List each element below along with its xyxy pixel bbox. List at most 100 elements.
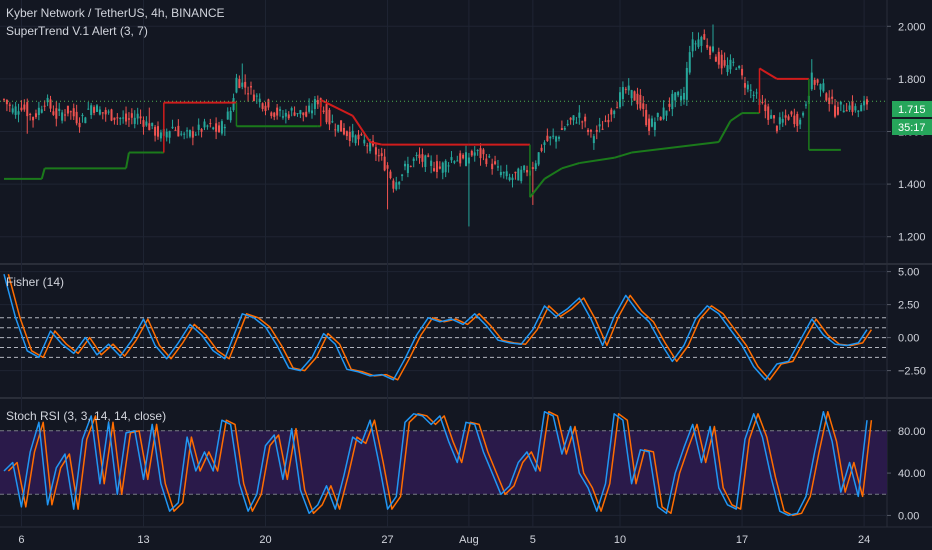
candle-body bbox=[119, 117, 122, 119]
candle-body bbox=[790, 111, 793, 115]
candle-body bbox=[799, 119, 802, 125]
candle-body bbox=[383, 156, 386, 171]
price-pane[interactable] bbox=[0, 24, 887, 227]
candle-body bbox=[395, 182, 398, 190]
candle-body bbox=[340, 120, 343, 132]
candle-body bbox=[424, 155, 427, 167]
candle-body bbox=[290, 108, 293, 111]
stoch-axis-label: 80.00 bbox=[898, 426, 926, 438]
supertrend-segment bbox=[529, 178, 546, 198]
candle-body bbox=[151, 122, 154, 127]
candle-body bbox=[264, 105, 267, 112]
candle-body bbox=[293, 112, 296, 116]
candle-body bbox=[453, 161, 456, 163]
candle-body bbox=[563, 127, 566, 130]
candle-body bbox=[366, 145, 369, 147]
candle-body bbox=[55, 108, 58, 119]
candle-body bbox=[575, 122, 578, 124]
candle-body bbox=[845, 110, 848, 112]
candle-body bbox=[116, 117, 119, 119]
candle-body bbox=[531, 167, 534, 170]
candle-body bbox=[46, 97, 49, 103]
candle-body bbox=[752, 94, 755, 96]
candle-body bbox=[819, 83, 822, 90]
candle-body bbox=[177, 125, 180, 137]
candle-body bbox=[130, 113, 133, 118]
candle-body bbox=[802, 112, 805, 116]
fisher-trigger-line bbox=[7, 274, 873, 381]
time-axis[interactable]: 6 13 20 27 Aug 5 10 17 24 bbox=[18, 534, 870, 546]
candle-body bbox=[741, 68, 744, 76]
candle-body bbox=[104, 109, 107, 115]
candle-body bbox=[418, 154, 421, 159]
candle-body bbox=[20, 107, 23, 111]
supertrend-legend[interactable]: SuperTrend V.1 Alert (3, 7) bbox=[6, 24, 148, 38]
candle-body bbox=[316, 99, 319, 105]
candle-body bbox=[848, 105, 851, 110]
candle-body bbox=[694, 43, 697, 45]
candle-body bbox=[464, 152, 468, 166]
candle-body bbox=[595, 129, 598, 132]
candle-body bbox=[738, 66, 741, 68]
candle-body bbox=[470, 150, 473, 156]
candle-body bbox=[613, 110, 616, 115]
candle-body bbox=[514, 171, 517, 174]
candle-body bbox=[281, 116, 284, 118]
candle-body bbox=[360, 134, 363, 136]
candle-body bbox=[78, 122, 81, 128]
candle-body bbox=[142, 120, 145, 127]
price-axis[interactable]: 2.0001.8001.6001.4001.2005.002.500.00−2.… bbox=[887, 21, 926, 522]
fisher-legend[interactable]: Fisher (14) bbox=[6, 275, 65, 289]
candle-body bbox=[284, 112, 287, 117]
candle-body bbox=[854, 106, 857, 111]
candle-body bbox=[700, 37, 703, 46]
time-tick-label: 13 bbox=[137, 534, 149, 546]
candle-body bbox=[87, 108, 90, 110]
candle-body bbox=[159, 132, 162, 139]
candle-body bbox=[127, 118, 130, 120]
candle-body bbox=[2, 99, 6, 101]
candle-body bbox=[781, 118, 784, 123]
candle-body bbox=[84, 117, 87, 124]
candle-body bbox=[139, 116, 142, 119]
candle-body bbox=[122, 117, 125, 119]
candle-body bbox=[624, 88, 627, 90]
stoch-axis-label: 0.00 bbox=[898, 510, 919, 522]
candle-body bbox=[351, 130, 354, 138]
candle-body bbox=[711, 46, 715, 52]
candle-body bbox=[64, 114, 67, 116]
candle-body bbox=[136, 113, 139, 119]
candle-body bbox=[183, 133, 186, 135]
candle-body bbox=[447, 165, 450, 167]
price-axis-label: 1.400 bbox=[898, 179, 926, 191]
candle-body bbox=[220, 121, 223, 134]
candle-body bbox=[682, 92, 685, 100]
time-tick-label: 5 bbox=[530, 534, 536, 546]
fisher-pane[interactable] bbox=[0, 274, 887, 381]
candle-body bbox=[578, 112, 581, 118]
candle-body bbox=[674, 92, 677, 101]
candle-body bbox=[793, 115, 796, 125]
stoch-pane[interactable] bbox=[3, 410, 873, 517]
supertrend-segment bbox=[561, 162, 580, 170]
candle-body bbox=[331, 121, 334, 123]
candle-body bbox=[825, 93, 828, 101]
candle-body bbox=[543, 142, 546, 145]
candle-body bbox=[363, 139, 366, 144]
candle-body bbox=[714, 56, 717, 62]
candle-body bbox=[101, 112, 104, 114]
symbol-title[interactable]: Kyber Network / TetherUS, 4h, BINANCE bbox=[6, 6, 225, 20]
candle-body bbox=[223, 126, 226, 129]
supertrend-segment bbox=[758, 67, 778, 80]
candle-body bbox=[313, 99, 316, 109]
fisher-axis-label: 2.50 bbox=[898, 300, 919, 312]
candle-body bbox=[401, 174, 404, 177]
candle-body bbox=[287, 114, 290, 119]
candle-body bbox=[154, 126, 157, 136]
stoch-legend[interactable]: Stoch RSI (3, 3, 14, 14, close) bbox=[6, 409, 167, 423]
candle-body bbox=[709, 46, 712, 55]
candle-body bbox=[656, 113, 659, 118]
candle-body bbox=[348, 131, 351, 141]
candle-body bbox=[703, 34, 706, 40]
